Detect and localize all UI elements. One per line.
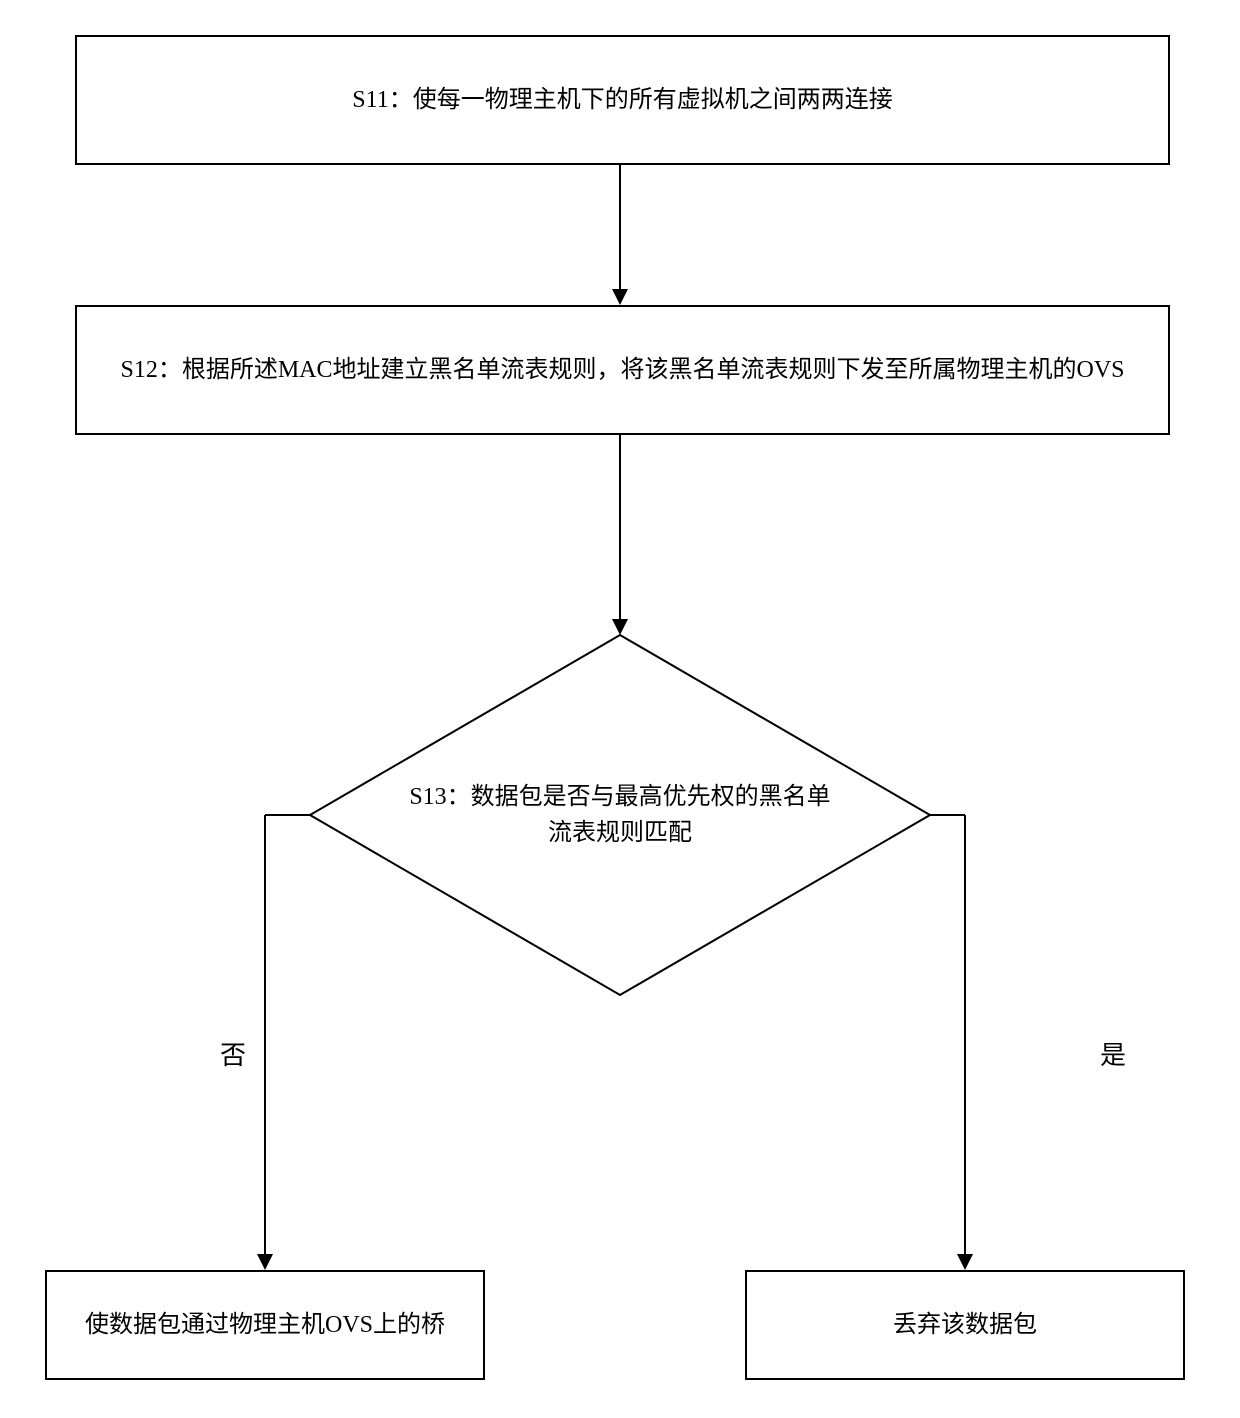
process-s11-text: S11：使每一物理主机下的所有虚拟机之间两两连接: [352, 82, 892, 118]
branch-label-no: 否: [220, 1035, 246, 1072]
arrowhead-s11-s12: [612, 289, 628, 305]
process-left-output: 使数据包通过物理主机OVS上的桥: [45, 1270, 485, 1380]
branch-label-yes: 是: [1100, 1035, 1126, 1072]
arrowhead-s12-s13: [612, 619, 628, 635]
decision-s13-text: S13：数据包是否与最高优先权的黑名单流表规则匹配: [403, 779, 837, 851]
decision-s13: S13：数据包是否与最高优先权的黑名单流表规则匹配: [310, 635, 930, 995]
process-s12: S12：根据所述MAC地址建立黑名单流表规则，将该黑名单流表规则下发至所属物理主…: [75, 305, 1170, 435]
process-left-output-text: 使数据包通过物理主机OVS上的桥: [85, 1307, 445, 1343]
process-right-output-text: 丢弃该数据包: [893, 1307, 1037, 1343]
arrowhead-s13-right: [957, 1254, 973, 1270]
process-s11: S11：使每一物理主机下的所有虚拟机之间两两连接: [75, 35, 1170, 165]
arrowhead-s13-left: [257, 1254, 273, 1270]
process-right-output: 丢弃该数据包: [745, 1270, 1185, 1380]
process-s12-text: S12：根据所述MAC地址建立黑名单流表规则，将该黑名单流表规则下发至所属物理主…: [120, 352, 1124, 388]
